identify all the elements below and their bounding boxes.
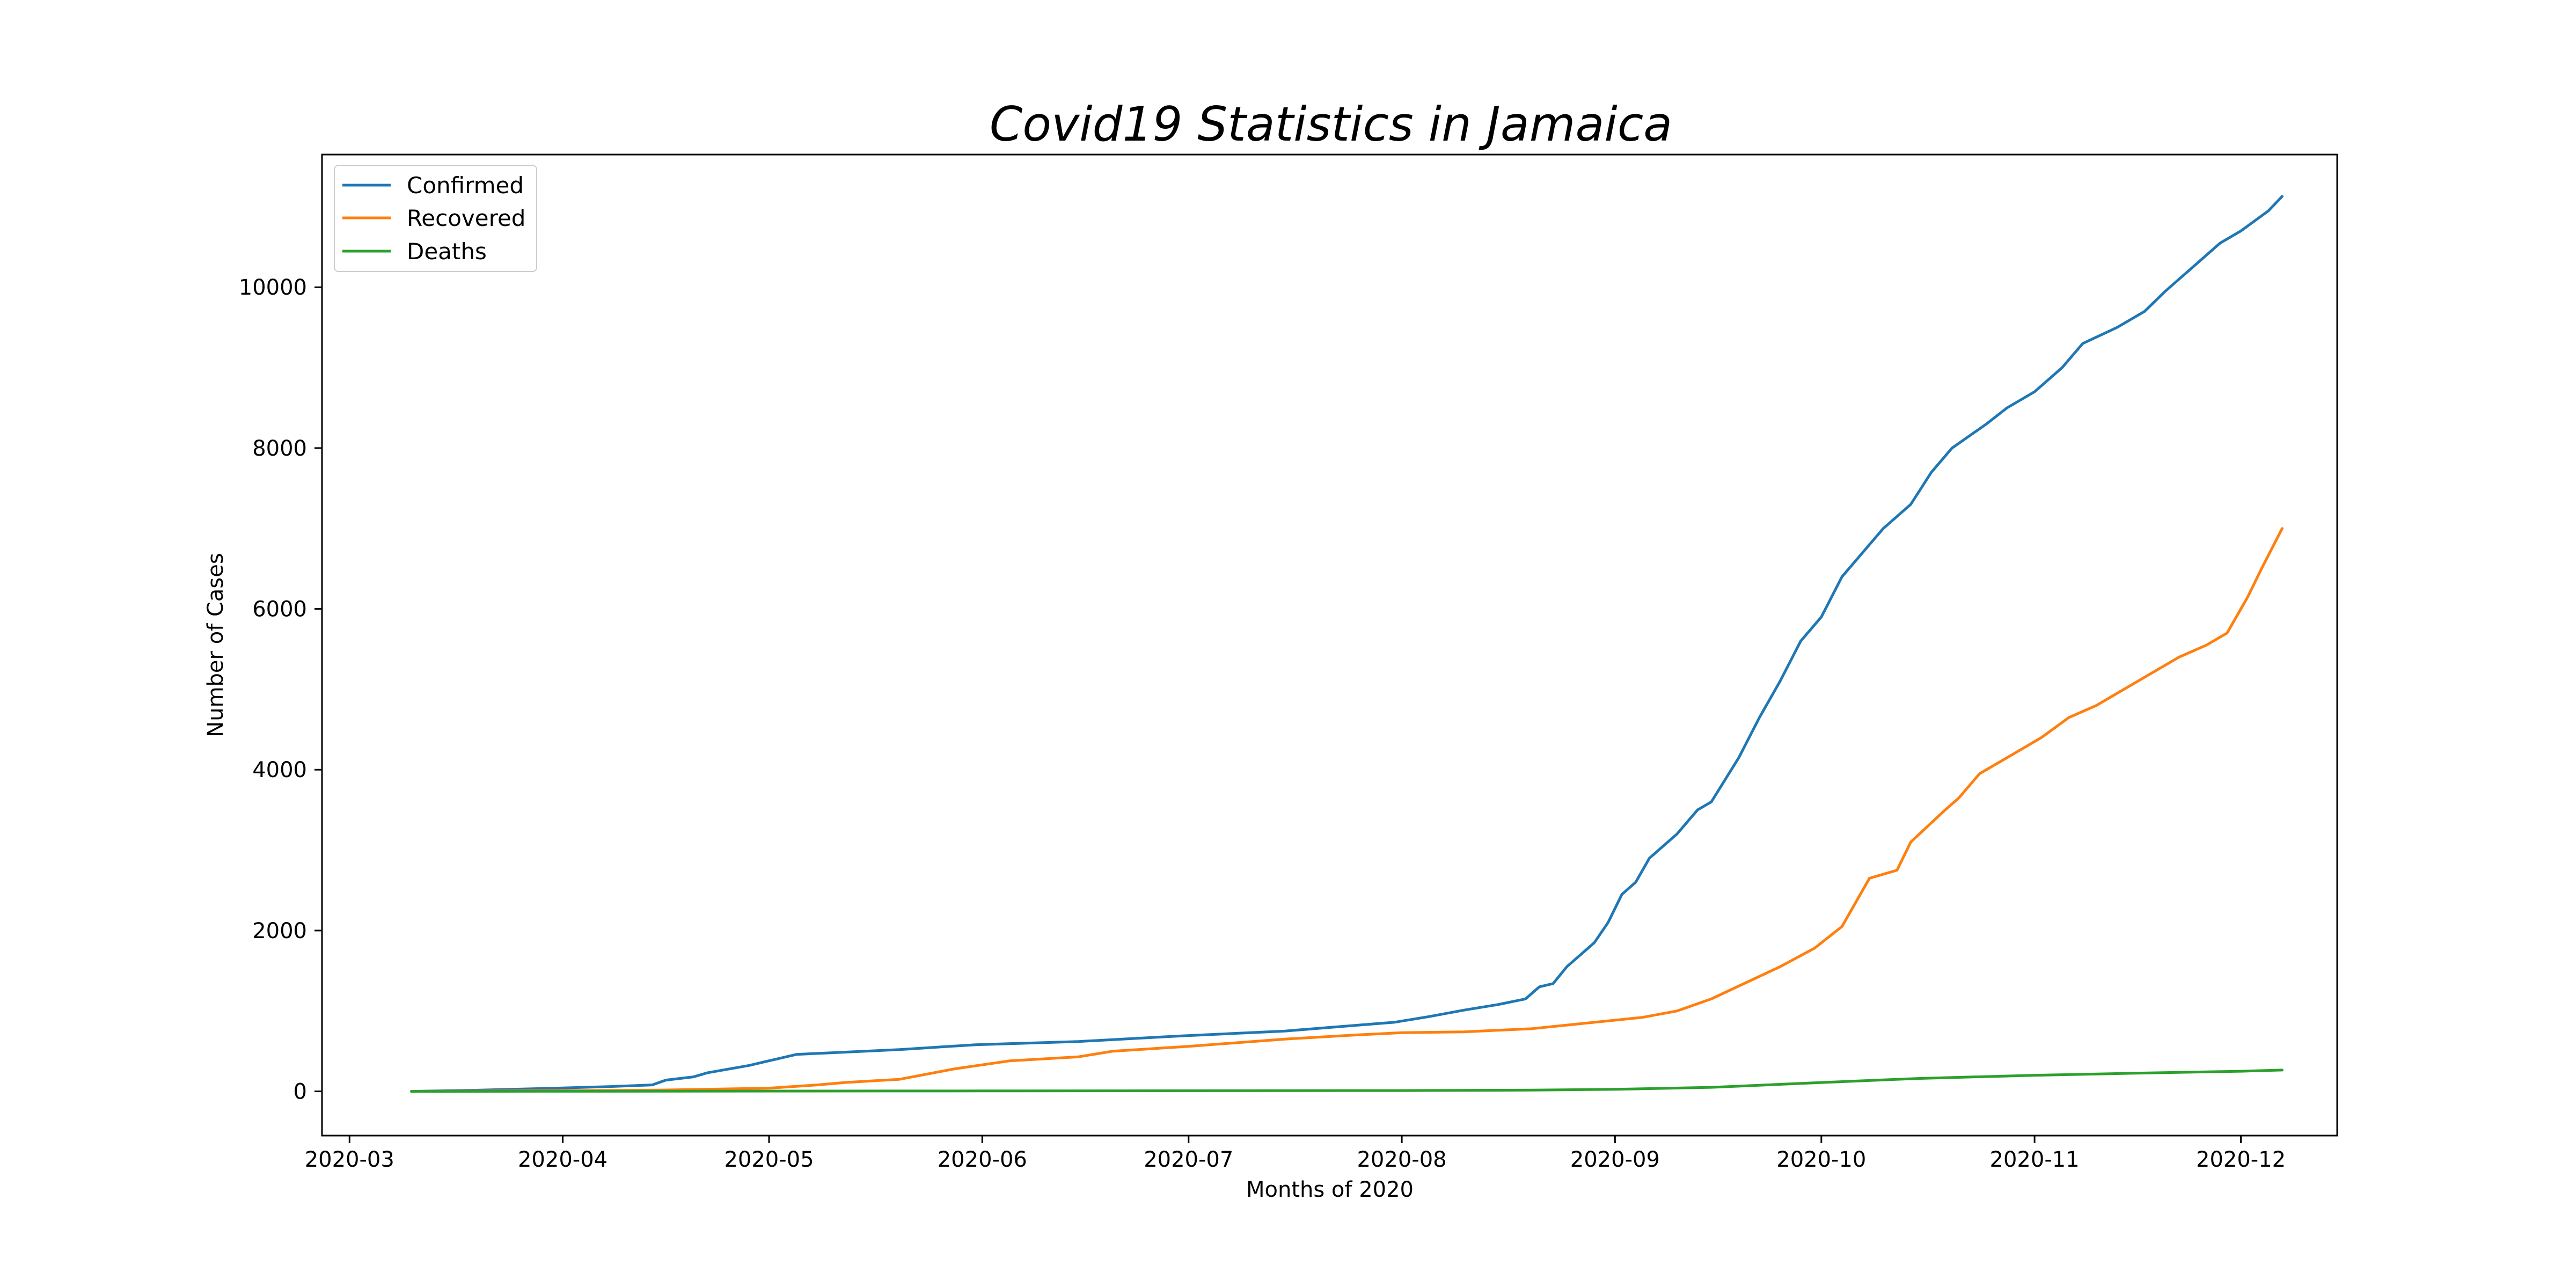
x-tick-label: 2020-03: [305, 1147, 394, 1172]
series-deaths-line: [410, 1069, 2284, 1093]
x-tick-label: 2020-09: [1570, 1147, 1660, 1172]
y-tick-label: 8000: [252, 436, 307, 461]
x-tick-label: 2020-05: [724, 1147, 814, 1172]
x-tick-label: 2020-08: [1357, 1147, 1446, 1172]
x-tick-label: 2020-10: [1776, 1147, 1866, 1172]
series-recovered-line: [410, 527, 2284, 1093]
y-tick-label: 0: [294, 1080, 307, 1104]
x-tick-label: 2020-07: [1144, 1147, 1233, 1172]
x-axis-ticks: 2020-03 2020-04 2020-05 2020-06 2020-07 2020-…: [305, 1136, 2286, 1172]
legend-box: [334, 165, 537, 272]
y-tick-label: 6000: [252, 597, 307, 622]
plot-frame: [321, 153, 2338, 1137]
x-tick-label: 2020-04: [518, 1147, 608, 1172]
legend-deaths-label: Deaths: [407, 238, 487, 265]
series-confirmed-line: [410, 195, 2284, 1093]
x-tick-label: 2020-11: [1990, 1147, 2080, 1172]
x-tick-label: 2020-06: [938, 1147, 1027, 1172]
y-axis-ticks: 0 2000 4000 6000 8000 10000: [239, 275, 322, 1104]
chart-title: Covid19 Statistics in Jamaica: [990, 97, 1672, 152]
legend-recovered-label: Recovered: [407, 205, 525, 231]
series-layer: [410, 195, 2284, 1093]
y-tick-label: 10000: [239, 275, 307, 300]
x-axis-label: Months of 2020: [1246, 1177, 1414, 1202]
legend: Confirmed Recovered Deaths: [334, 165, 537, 272]
y-tick-label: 4000: [252, 758, 307, 782]
y-tick-label: 2000: [252, 919, 307, 943]
legend-confirmed-label: Confirmed: [407, 172, 524, 199]
x-tick-label: 2020-12: [2196, 1147, 2286, 1172]
y-axis-label: Number of Cases: [203, 553, 228, 737]
